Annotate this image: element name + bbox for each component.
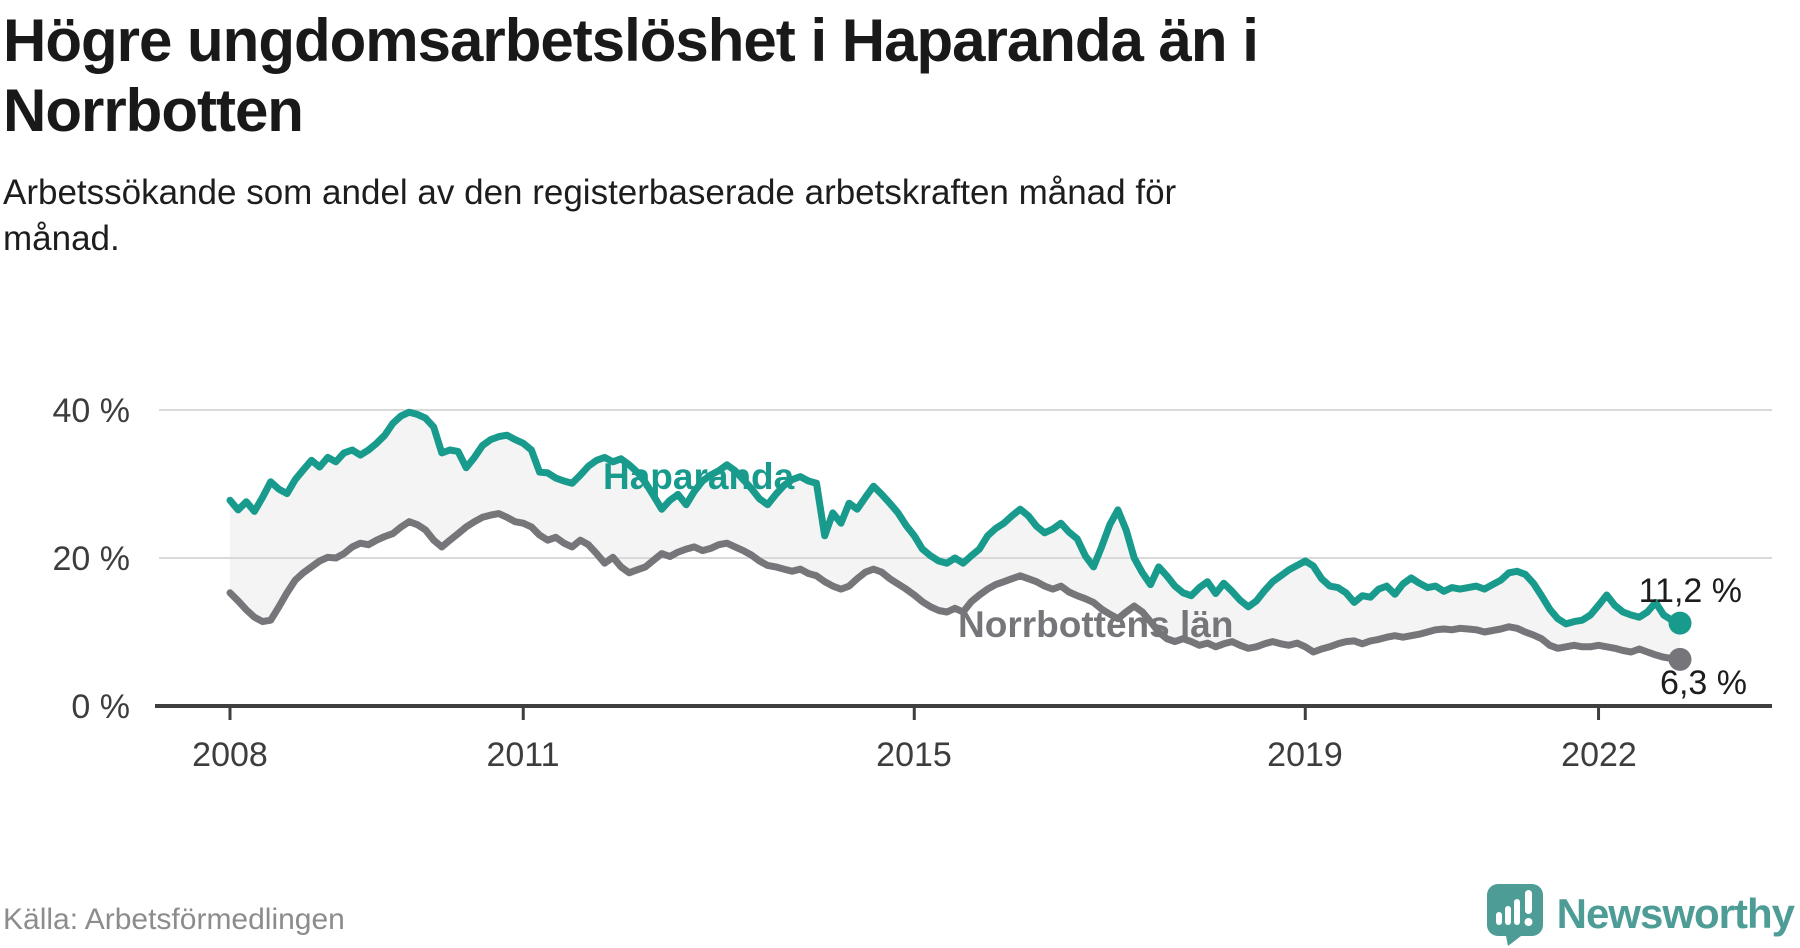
norrbotten-end-dot <box>1668 647 1692 671</box>
bar-chart-glyph <box>1495 899 1520 925</box>
fill-between-area <box>230 412 1680 660</box>
x-tick-label-2019: 2019 <box>1267 736 1343 774</box>
subtitle-line-1: Arbetssökande som andel av den registerb… <box>3 173 1177 213</box>
newsworthy-wordmark: Newsworthy <box>1556 890 1795 937</box>
fill-between-layer <box>230 412 1680 660</box>
y-tick-label-0: 0 % <box>71 688 130 726</box>
end-value-label-haparanda: 11,2 % <box>1639 572 1742 610</box>
x-tick-label-2008: 2008 <box>192 736 268 774</box>
x-tick-label-2011: 2011 <box>486 736 559 774</box>
subtitle-line-2: månad. <box>3 218 120 258</box>
y-tick-label-20: 20 % <box>53 540 131 578</box>
x-axis <box>155 704 1772 720</box>
haparanda-end-dot <box>1668 611 1692 635</box>
newsworthy-speech-bubble-chart-icon <box>1486 884 1543 946</box>
series-label-haparanda: Haparanda <box>603 456 795 497</box>
y-tick-label-40: 40 % <box>53 392 131 430</box>
newsworthy-logo: Newsworthy <box>1485 882 1795 946</box>
page-title: Högre ungdomsarbetslöshet i Haparanda än… <box>3 6 1259 146</box>
page-title-line-1: Högre ungdomsarbetslöshet i Haparanda än… <box>3 7 1259 74</box>
series-label-norrbotten: Norrbottens län <box>958 604 1233 645</box>
subtitle: Arbetssökande som andel av den registerb… <box>3 170 1258 260</box>
haparanda-line <box>226 408 1684 628</box>
end-value-label-norrbotten: 6,3 % <box>1660 664 1747 702</box>
page-title-line-2: Norrbotten <box>3 77 304 145</box>
x-tick-label-2022: 2022 <box>1561 736 1637 774</box>
series-layer <box>226 408 1692 671</box>
header: Högre ungdomsarbetslöshet i Haparanda än… <box>3 6 1259 261</box>
source-note: Källa: Arbetsförmedlingen <box>3 903 345 936</box>
x-tick-label-2015: 2015 <box>876 736 952 774</box>
exclamation-glyph <box>1524 890 1533 926</box>
norrbotten-line <box>226 510 1684 663</box>
